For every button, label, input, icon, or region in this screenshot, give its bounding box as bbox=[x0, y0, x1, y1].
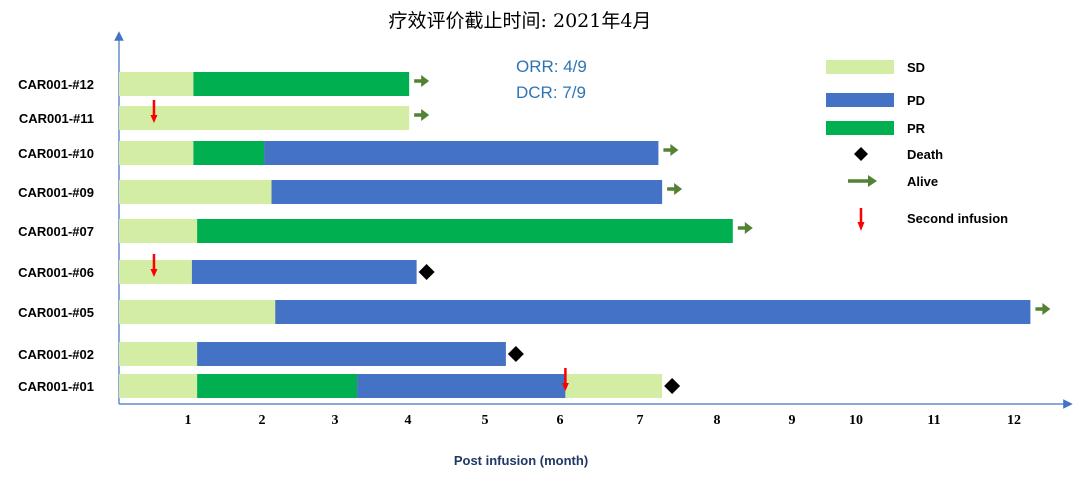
alive-arrow-icon bbox=[667, 183, 683, 195]
second-infusion-arrow-icon bbox=[857, 208, 865, 231]
dcr-annotation: DCR: 7/9 bbox=[516, 83, 586, 102]
chart-title: 疗效评价截止时间: 2021年4月 bbox=[389, 10, 652, 32]
death-diamond-icon bbox=[664, 378, 681, 394]
segment-pd bbox=[357, 374, 566, 398]
segment-sd bbox=[119, 106, 410, 130]
patient-label: CAR001-#12 bbox=[18, 77, 94, 92]
legend-label: PR bbox=[907, 121, 926, 136]
patient-row bbox=[119, 342, 524, 366]
x-tick-label: 1 bbox=[185, 413, 192, 428]
patient-label: CAR001-#07 bbox=[18, 224, 94, 239]
segment-sd bbox=[119, 141, 194, 165]
legend-item-death: Death bbox=[854, 147, 943, 162]
second-infusion-arrow-icon bbox=[150, 254, 158, 277]
patient-row bbox=[119, 300, 1051, 324]
x-tick-label: 8 bbox=[714, 413, 721, 428]
legend-label: Second infusion bbox=[907, 211, 1008, 226]
death-diamond-icon bbox=[418, 264, 435, 280]
x-tick-label: 3 bbox=[332, 413, 339, 428]
x-tick-labels: 1 2 3 4 5 6 7 8 9 10 11 12 bbox=[185, 413, 1022, 428]
patient-row bbox=[119, 368, 681, 398]
patient-row bbox=[119, 141, 679, 165]
segment-pr bbox=[193, 72, 410, 96]
patient-bars bbox=[119, 72, 1051, 398]
patient-labels: CAR001-#12 CAR001-#11 CAR001-#10 CAR001-#09… bbox=[18, 77, 94, 394]
patient-row bbox=[119, 219, 753, 243]
death-diamond-icon bbox=[507, 346, 524, 362]
segment-pd bbox=[264, 141, 659, 165]
segment-pr bbox=[193, 141, 265, 165]
segment-sd bbox=[119, 180, 272, 204]
segment-pd bbox=[191, 260, 417, 284]
x-tick-label: 11 bbox=[927, 413, 940, 428]
x-tick-label: 6 bbox=[557, 413, 564, 428]
segment-pd bbox=[275, 300, 1031, 324]
legend-item-infusion: Second infusion bbox=[857, 208, 1008, 231]
segment-sd bbox=[119, 374, 198, 398]
legend-label: Death bbox=[907, 147, 943, 162]
legend-swatch bbox=[826, 60, 894, 74]
alive-arrow-icon bbox=[414, 75, 430, 87]
segment-pr bbox=[197, 219, 733, 243]
legend-item-pd: PD bbox=[826, 93, 925, 108]
patient-row bbox=[119, 254, 435, 284]
segment-sd bbox=[119, 72, 194, 96]
second-infusion-arrow-icon bbox=[150, 100, 158, 123]
alive-arrow-icon bbox=[1035, 303, 1051, 315]
segment-pd bbox=[197, 342, 506, 366]
segment-sd bbox=[119, 219, 198, 243]
x-tick-label: 5 bbox=[482, 413, 489, 428]
legend-item-sd: SD bbox=[826, 60, 925, 75]
alive-arrow-icon bbox=[848, 175, 877, 187]
patient-row bbox=[119, 72, 430, 96]
legend-swatch bbox=[826, 121, 894, 135]
legend-label: PD bbox=[907, 93, 925, 108]
x-tick-label: 4 bbox=[405, 413, 412, 428]
patient-row bbox=[119, 100, 430, 130]
segment-sd bbox=[119, 342, 198, 366]
x-tick-label: 7 bbox=[637, 413, 644, 428]
x-tick-label: 9 bbox=[789, 413, 796, 428]
patient-label: CAR001-#09 bbox=[18, 185, 94, 200]
alive-arrow-icon bbox=[663, 144, 679, 156]
x-axis-label: Post infusion (month) bbox=[454, 453, 588, 468]
legend-label: Alive bbox=[907, 174, 938, 189]
death-diamond-icon bbox=[854, 147, 868, 161]
alive-arrow-icon bbox=[737, 222, 753, 234]
segment-sd bbox=[565, 374, 663, 398]
segment-sd bbox=[119, 300, 276, 324]
second-infusion-arrow-icon bbox=[561, 368, 569, 391]
segment-pd bbox=[271, 180, 663, 204]
patient-label: CAR001-#11 bbox=[19, 111, 94, 126]
legend-swatch bbox=[826, 93, 894, 107]
patient-label: CAR001-#05 bbox=[18, 305, 94, 320]
legend: SD PD PR Death Alive Second infusion bbox=[826, 60, 1008, 231]
segment-pr bbox=[197, 374, 358, 398]
patient-label: CAR001-#02 bbox=[18, 347, 94, 362]
patient-row bbox=[119, 180, 683, 204]
legend-item-alive: Alive bbox=[848, 174, 938, 189]
patient-label: CAR001-#10 bbox=[18, 146, 94, 161]
x-tick-label: 10 bbox=[849, 413, 863, 428]
legend-item-pr: PR bbox=[826, 121, 926, 136]
legend-label: SD bbox=[907, 60, 925, 75]
alive-arrow-icon bbox=[414, 109, 430, 121]
patient-label: CAR001-#06 bbox=[18, 265, 94, 280]
patient-label: CAR001-#01 bbox=[18, 379, 94, 394]
orr-annotation: ORR: 4/9 bbox=[516, 57, 587, 76]
x-tick-label: 2 bbox=[259, 413, 266, 428]
x-tick-label: 12 bbox=[1007, 413, 1021, 428]
